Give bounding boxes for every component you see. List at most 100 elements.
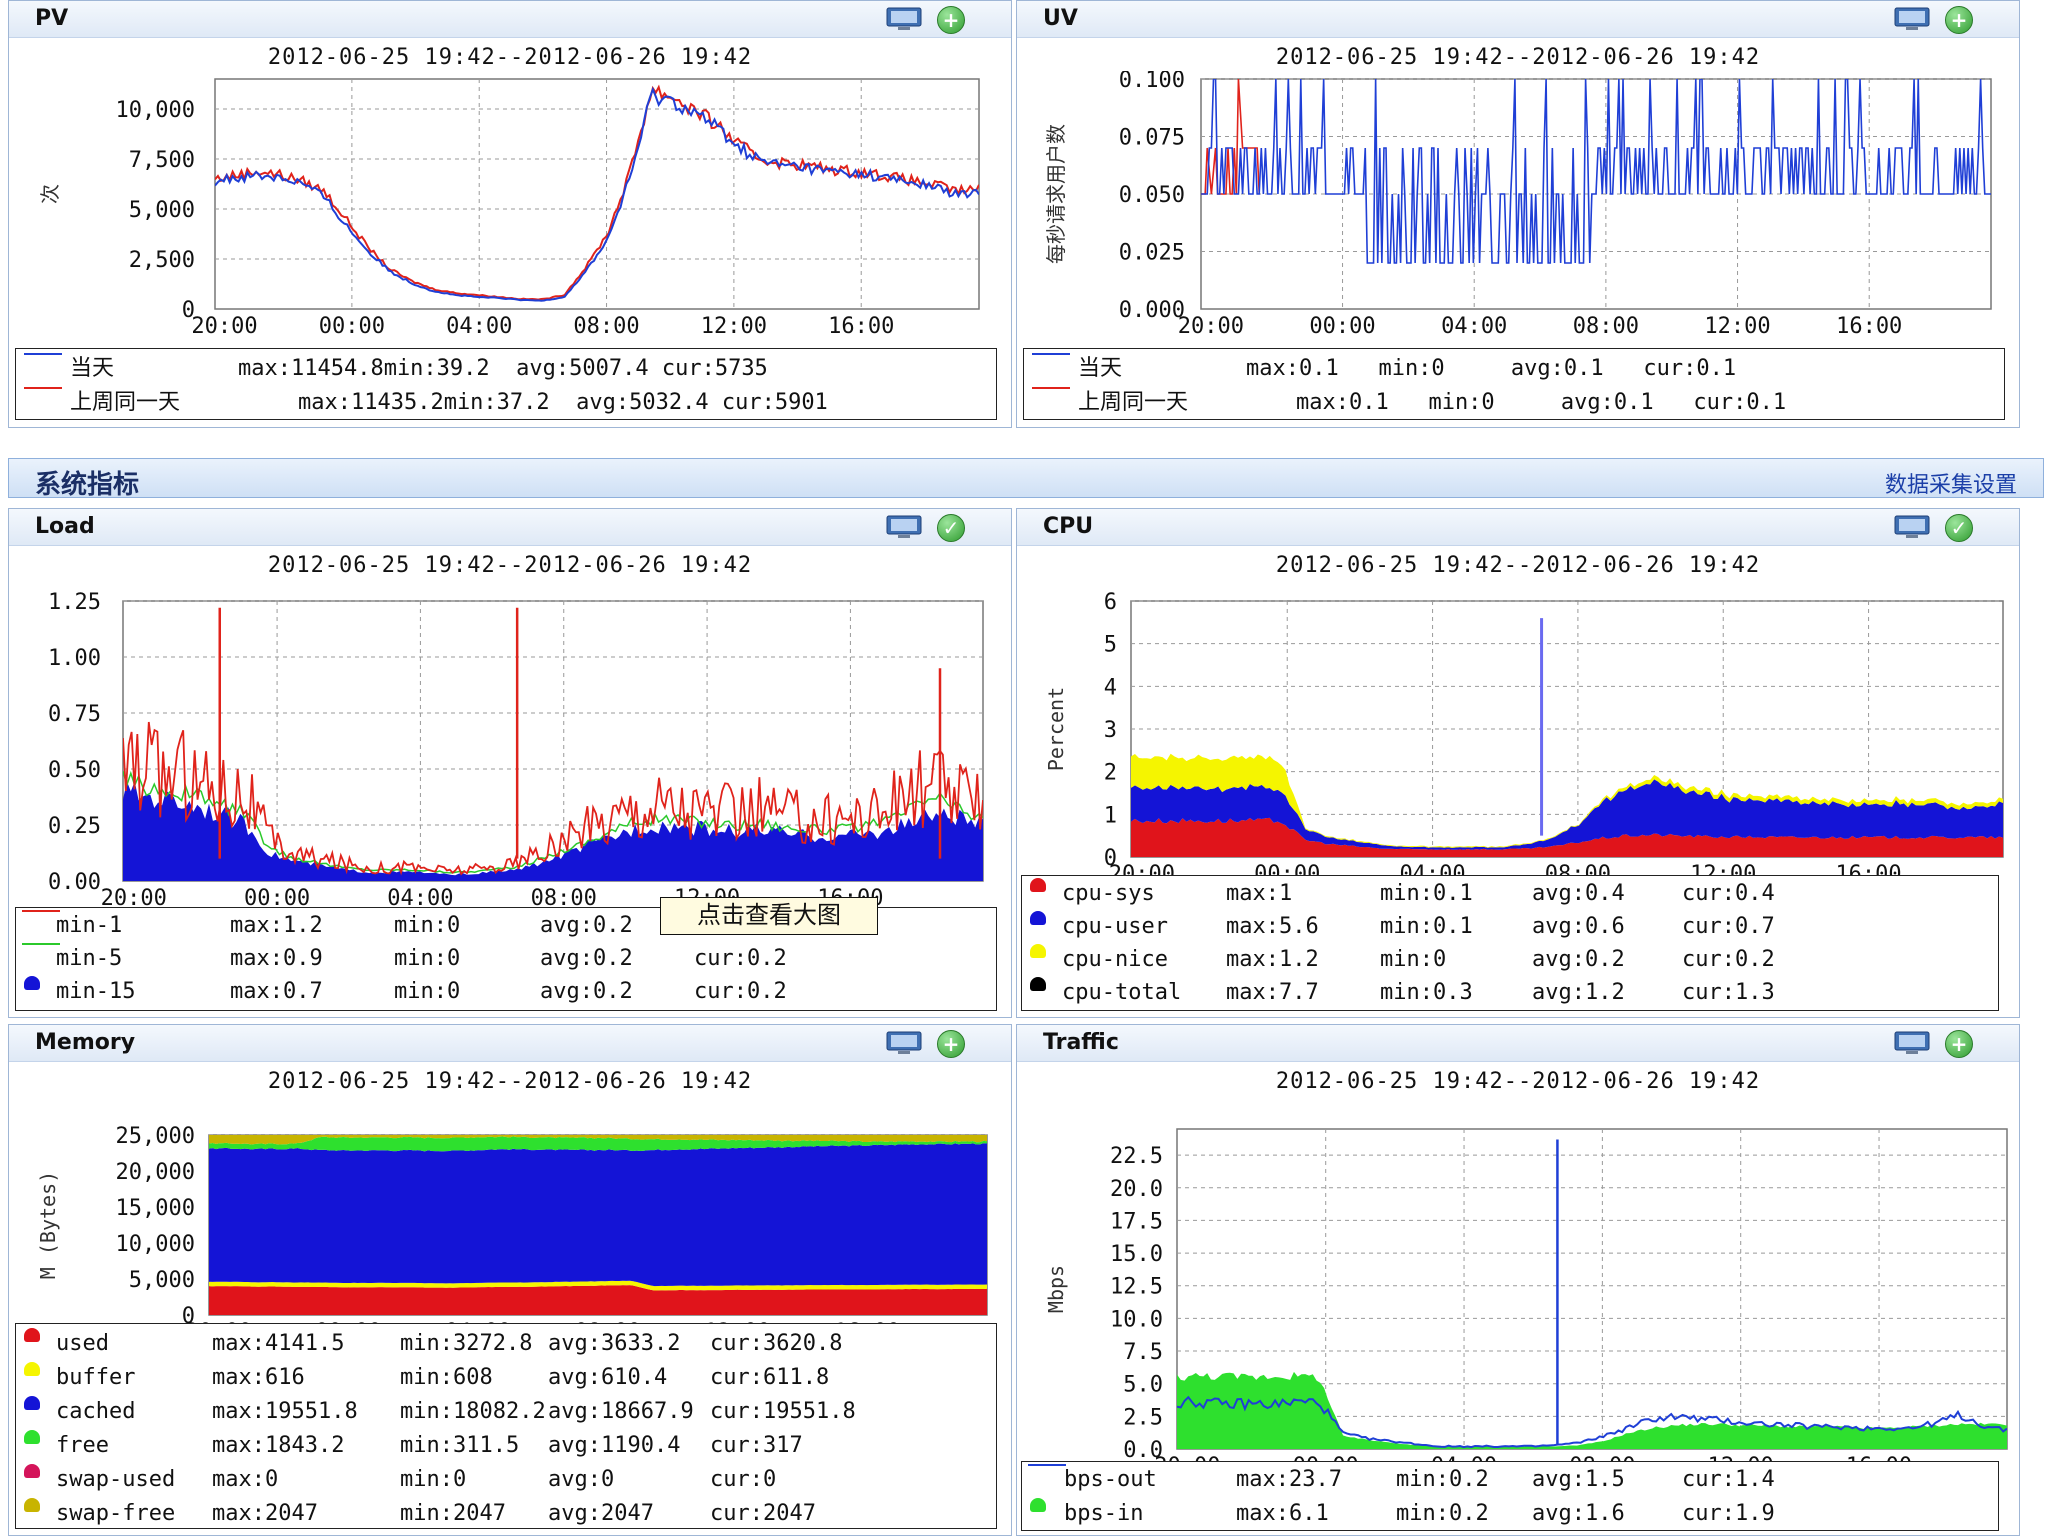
legend-row: min-15 max:0.7 min:0 avg:0.2 cur:0.2: [16, 976, 996, 1008]
legend-row: 当天 max:0.1 min:0 avg:0.1 cur:0.1: [1024, 353, 2004, 385]
legend-max: max:5.6: [1226, 914, 1319, 939]
pv-panel: PV + 2012-06-25 19:42--2012-06-26 19:42 …: [8, 0, 1012, 428]
legend-cur: cur:0.2: [694, 979, 787, 1004]
monitor-icon[interactable]: [885, 6, 923, 32]
plus-circle-icon[interactable]: +: [1945, 1030, 1973, 1058]
series-group: [1201, 79, 1991, 264]
legend-cur: cur:1.3: [1682, 980, 1775, 1005]
plus-circle-icon[interactable]: +: [937, 6, 965, 34]
legend-row: 当天 max:11454.8min:39.2 avg:5007.4 cur:573…: [16, 353, 996, 385]
x-tick-label: 16:00: [1835, 862, 1901, 879]
legend-min: min:0.2: [1396, 1467, 1489, 1492]
legend-avg: avg:0.4: [1532, 881, 1625, 906]
legend-row: cpu-user max:5.6 min:0.1 avg:0.6 cur:0.7: [1022, 911, 1998, 943]
legend-min: min:608: [400, 1365, 493, 1390]
monitor-icon[interactable]: [1893, 1030, 1931, 1056]
cpu-chart[interactable]: 0 1 2 3 4 5 6 20:00 00:00 04:00 08:00 12:00 16:00 Per…: [1017, 579, 2021, 879]
monitor-icon[interactable]: [885, 1030, 923, 1056]
y-tick-label: 10,000: [116, 1232, 195, 1257]
legend-name: used: [56, 1331, 109, 1356]
series-group: [123, 607, 983, 881]
x-tick-label: 04:00: [387, 886, 453, 909]
y-tick-label: 12.5: [1110, 1275, 1163, 1300]
legend-avg: avg:3633.2: [548, 1331, 681, 1356]
memory-chart[interactable]: 05,00010,00015,00020,00025,00020:0000:00…: [9, 1095, 1013, 1335]
memory-panel-header: Memory +: [9, 1025, 1011, 1062]
legend-name: cpu-sys: [1062, 881, 1155, 906]
y-tick-label: 0.25: [48, 814, 101, 839]
monitor-icon[interactable]: [1893, 6, 1931, 32]
view-large-chart-tooltip[interactable]: 点击查看大图: [660, 897, 878, 935]
legend-name: free: [56, 1433, 109, 1458]
pv-chart[interactable]: 0 2,500 5,000 7,500 10,000 20:00 00:00 04:00 08:…: [9, 71, 1013, 341]
legend-row: free max:1843.2 min:311.5 avg:1190.4 cur:317: [16, 1430, 996, 1462]
legend-series-name: 当天: [1078, 356, 1123, 381]
legend-avg: avg:0.2: [540, 979, 633, 1004]
y-tick-label: 7.5: [1123, 1340, 1163, 1365]
y-tick-label: 5,000: [129, 198, 195, 223]
y-tick-label: 20,000: [116, 1160, 195, 1185]
monitor-icon[interactable]: [885, 514, 923, 540]
legend-marker: [1030, 944, 1046, 958]
legend-marker: [24, 1498, 40, 1512]
y-tick-label: 5: [1104, 633, 1117, 658]
y-tick-label: 0: [182, 298, 195, 323]
y-tick-label: 0.75: [48, 702, 101, 727]
legend-cur: cur:317: [710, 1433, 803, 1458]
legend-row: cpu-nice max:1.2 min:0 avg:0.2 cur:0.2: [1022, 944, 1998, 976]
legend-marker: [22, 943, 60, 945]
date-range: 2012-06-25 19:42--2012-06-26 19:42: [267, 45, 753, 70]
x-tick-label: 04:00: [1399, 862, 1465, 879]
legend-cur: cur:19551.8: [710, 1399, 856, 1424]
y-tick-label: 2.5: [1123, 1405, 1163, 1430]
series-area-buffer: [209, 1280, 987, 1291]
traffic-chart[interactable]: 0.02.55.07.510.012.515.017.520.022.520:0…: [1017, 1095, 2021, 1475]
uv-chart[interactable]: 0.000 0.025 0.050 0.075 0.100 20:00 00:00 04:00…: [1017, 71, 2021, 341]
legend-name: cpu-nice: [1062, 947, 1168, 972]
series-area-bps-in: [1177, 1371, 2007, 1449]
check-circle-icon[interactable]: ✓: [1945, 514, 1973, 542]
legend-name: min-5: [56, 946, 123, 971]
date-range: 2012-06-25 19:42--2012-06-26 19:42: [1275, 45, 1761, 70]
legend-cur: cur:3620.8: [710, 1331, 843, 1356]
legend-avg: avg:0.2: [540, 913, 633, 938]
legend-min: min:0: [400, 1467, 467, 1492]
y-tick-label: 4: [1104, 675, 1117, 700]
legend-cur: cur:0.2: [694, 946, 787, 971]
plus-circle-icon[interactable]: +: [1945, 6, 1973, 34]
series-area-min-15: [123, 781, 983, 881]
monitor-icon[interactable]: [1893, 514, 1931, 540]
y-axis-label: Mbps: [1044, 1265, 1068, 1313]
legend-name: min-15: [56, 979, 136, 1004]
check-circle-icon[interactable]: ✓: [937, 514, 965, 542]
panel-title: Memory: [35, 1030, 136, 1055]
legend-min: min:311.5: [400, 1433, 520, 1458]
y-tick-label: 0.050: [1119, 183, 1185, 208]
y-tick-label: 15.0: [1110, 1242, 1163, 1267]
y-tick-label: 2,500: [129, 248, 195, 273]
x-tick-label: 12:00: [1704, 314, 1770, 339]
legend-cur: cur:611.8: [710, 1365, 830, 1390]
legend-max: max:1.2: [1226, 947, 1319, 972]
cpu-legend: cpu-sys max:1 min:0.1 avg:0.4 cur:0.4 cpu-use…: [1021, 875, 1999, 1011]
data-collection-settings-link[interactable]: 数据采集设置: [1884, 473, 2017, 498]
legend-max: max:4141.5: [212, 1331, 345, 1356]
x-tick-label: 04:00: [446, 314, 512, 339]
y-tick-label: 0.50: [48, 758, 101, 783]
legend-line-marker: [1032, 353, 1070, 355]
legend-max: max:1.2: [230, 913, 323, 938]
load-chart[interactable]: 0.00 0.25 0.50 0.75 1.00 1.25 20:00 00:00 04:00 0…: [9, 579, 1013, 909]
y-tick-label: 10,000: [116, 98, 195, 123]
series-line-上周同一天: [1201, 79, 1261, 195]
legend-avg: avg:18667.9: [548, 1399, 694, 1424]
x-tick-label: 08:00: [1573, 314, 1639, 339]
legend-min: min:3272.8: [400, 1331, 533, 1356]
y-tick-label: 17.5: [1110, 1209, 1163, 1234]
y-tick-label: 0.075: [1119, 126, 1185, 151]
legend-max: max:0.9: [230, 946, 323, 971]
plus-circle-icon[interactable]: +: [937, 1030, 965, 1058]
legend-avg: avg:1.2: [1532, 980, 1625, 1005]
y-tick-label: 1.25: [48, 590, 101, 615]
legend-row: swap-free max:2047 min:2047 avg:2047 cur:204…: [16, 1498, 996, 1530]
series-group: [1177, 1139, 2007, 1449]
